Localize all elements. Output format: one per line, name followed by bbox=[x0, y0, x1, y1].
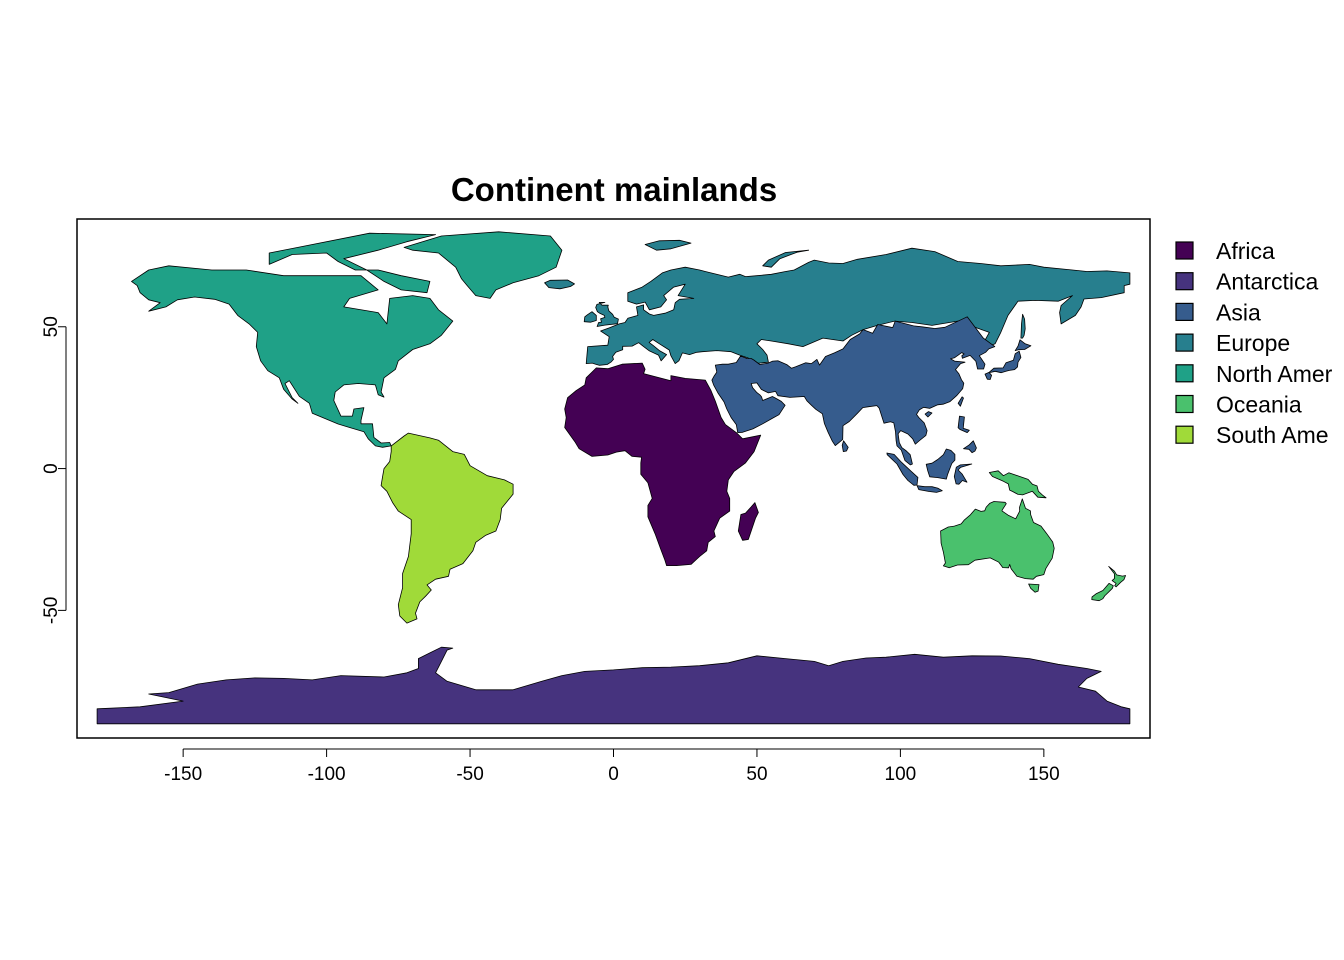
region-south-america: South America bbox=[380, 432, 514, 624]
legend-swatch-north-amer bbox=[1175, 364, 1194, 383]
legend-swatch-antarctica bbox=[1175, 272, 1194, 291]
legend-label-asia: Asia bbox=[1216, 299, 1261, 325]
region-japan-kyushu: Japan Kyushu bbox=[984, 372, 992, 380]
legend-swatch-africa bbox=[1175, 241, 1194, 260]
region-svalbard: Svalbard bbox=[644, 239, 692, 251]
region-japan-honshu: Japan Honshu bbox=[988, 350, 1022, 374]
region-luzon: Luzon bbox=[957, 415, 970, 433]
x-tick-label: -100 bbox=[308, 764, 346, 785]
region-iceland: Iceland bbox=[544, 279, 575, 290]
region-scandinavia-north-coast: Scandinavia north coast bbox=[762, 249, 809, 268]
legend-label-north-amer: North Amer bbox=[1216, 361, 1333, 387]
region-asia: Asia bbox=[711, 316, 996, 466]
legend-label-oceania: Oceania bbox=[1216, 392, 1302, 418]
x-tick-label: -50 bbox=[456, 764, 483, 785]
region-antarctica: Antarctica bbox=[96, 646, 1131, 725]
x-tick-label: -150 bbox=[164, 764, 202, 785]
x-axis: -150 -100 -50 0 50 100 150 bbox=[164, 748, 1060, 785]
region-europe: Europe bbox=[585, 247, 1131, 366]
y-tick-label: 50 bbox=[41, 316, 62, 337]
region-taiwan: Taiwan bbox=[957, 396, 964, 407]
legend-swatch-oceania bbox=[1175, 394, 1194, 414]
legend-swatch-south-ame bbox=[1175, 425, 1194, 444]
region-new-zealand-south: New Zealand South bbox=[1091, 583, 1114, 602]
region-sri-lanka: Sri Lanka bbox=[841, 440, 849, 452]
chart-title: Continent mainlands bbox=[451, 171, 777, 208]
region-great-britain: Great Britain bbox=[595, 302, 619, 327]
region-north-america: North America bbox=[131, 265, 454, 448]
region-sumatra: Sumatra bbox=[886, 452, 919, 486]
y-tick-label: 0 bbox=[41, 463, 62, 474]
region-java: Java bbox=[916, 485, 943, 493]
x-tick-label: 0 bbox=[608, 764, 619, 785]
region-ireland: Ireland bbox=[583, 311, 597, 323]
plot-frame bbox=[76, 218, 1151, 739]
x-tick-label: 50 bbox=[746, 764, 767, 785]
continent-regions: North AmericaGreenlandCanadian Arctic is… bbox=[96, 231, 1131, 725]
region-africa: Africa bbox=[564, 362, 762, 566]
region-japan-hokkaido: Japan Hokkaido bbox=[1014, 339, 1032, 351]
legend-label-south-ame: South Ame bbox=[1216, 422, 1329, 448]
region-canadian-arctic-islands: Canadian Arctic islands bbox=[268, 232, 436, 294]
x-tick-label: 100 bbox=[885, 764, 917, 785]
region-tasmania: Tasmania bbox=[1028, 583, 1040, 593]
region-mindanao: Mindanao bbox=[963, 440, 977, 454]
region-madagascar: Madagascar bbox=[737, 502, 759, 541]
region-new-zealand-north: New Zealand North bbox=[1108, 566, 1126, 588]
y-axis: -50 0 50 bbox=[41, 316, 67, 624]
region-australia: Australia bbox=[940, 498, 1055, 580]
legend-label-europe: Europe bbox=[1216, 330, 1290, 356]
x-tick-label: 150 bbox=[1028, 764, 1060, 785]
region-new-guinea: New Guinea bbox=[988, 470, 1047, 499]
legend-swatch-asia bbox=[1175, 302, 1194, 321]
region-sulawesi: Sulawesi bbox=[953, 463, 973, 485]
y-tick-label: -50 bbox=[41, 597, 62, 624]
legend-label-antarctica: Antarctica bbox=[1216, 269, 1318, 295]
legend-swatch-europe bbox=[1175, 333, 1194, 352]
region-hainan: Hainan bbox=[924, 411, 933, 418]
region-greenland: Greenland bbox=[403, 231, 563, 299]
region-sakhalin: Sakhalin bbox=[1020, 313, 1026, 339]
legend-label-africa: Africa bbox=[1216, 238, 1275, 264]
legend: Africa Antarctica Asia Europe North Amer Ocea… bbox=[1175, 238, 1333, 448]
region-borneo: Borneo bbox=[925, 448, 956, 480]
